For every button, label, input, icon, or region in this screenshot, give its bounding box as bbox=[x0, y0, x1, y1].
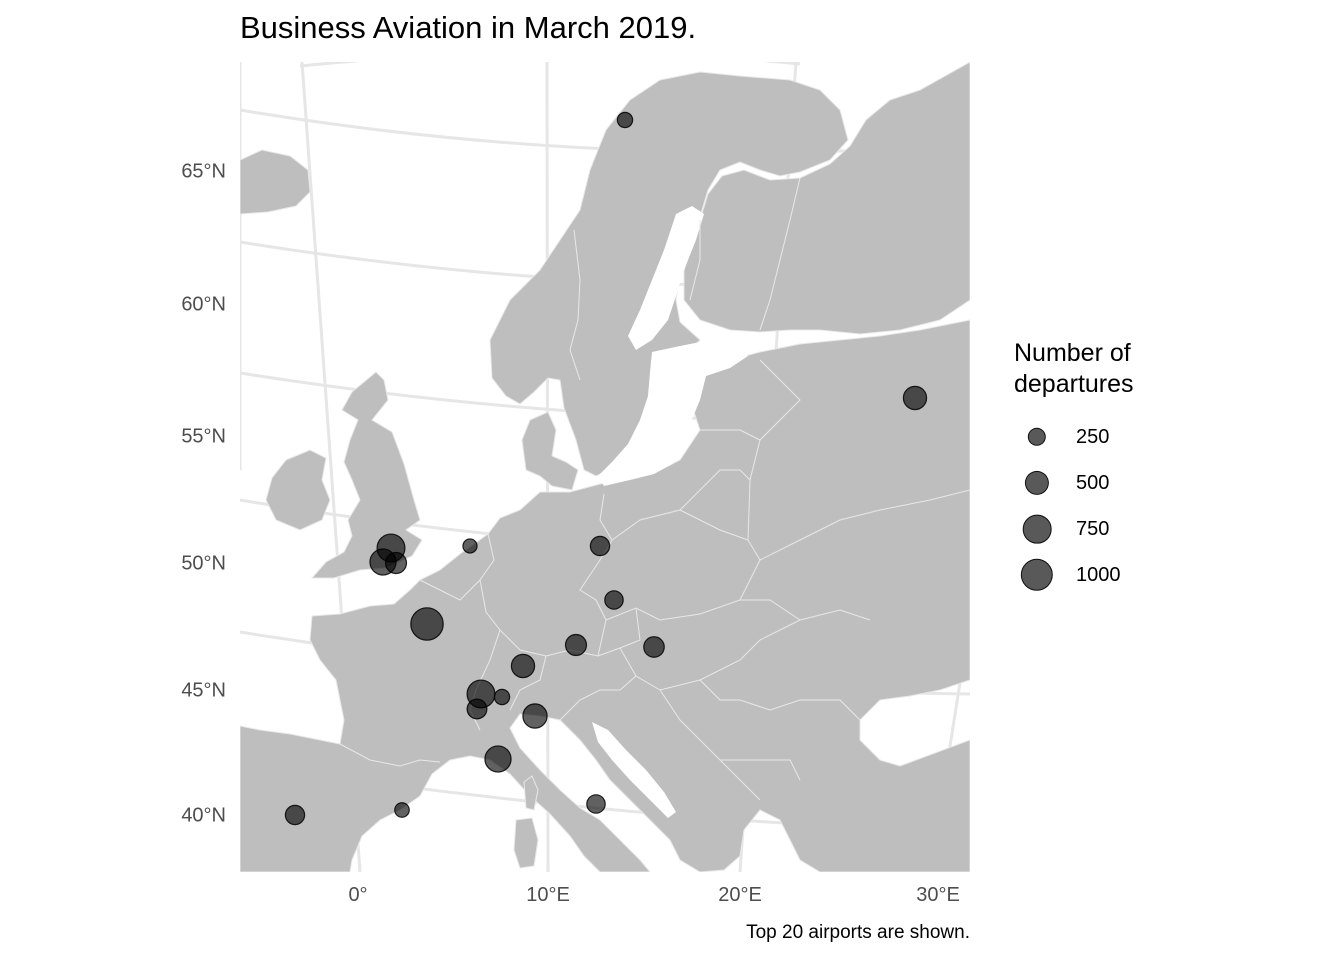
great-britain bbox=[310, 371, 423, 579]
graticule-lat-70 bbox=[299, 62, 801, 68]
lat-label-50: 50°N bbox=[181, 552, 226, 575]
legend-circle bbox=[1024, 470, 1050, 496]
legend-key bbox=[1014, 552, 1060, 598]
airport-point bbox=[384, 551, 408, 575]
lat-label-60: 60°N bbox=[181, 293, 226, 316]
iceland bbox=[240, 149, 311, 215]
airport-point bbox=[510, 653, 536, 679]
finland-russia-north bbox=[683, 62, 970, 335]
sardinia bbox=[513, 817, 539, 869]
adriatic-sea bbox=[592, 722, 676, 818]
lat-label-40: 40°N bbox=[181, 804, 226, 827]
legend-key bbox=[1014, 414, 1060, 460]
airport-point bbox=[564, 633, 588, 657]
airport-point bbox=[466, 698, 488, 720]
denmark bbox=[521, 411, 579, 491]
legend-label: 500 bbox=[1076, 471, 1110, 494]
legend-circle bbox=[1020, 558, 1054, 592]
lon-label-0: 0° bbox=[348, 884, 368, 906]
legend-item: 250 bbox=[1014, 414, 1134, 460]
legend-circle bbox=[1022, 514, 1052, 544]
legend-title-line2: departures bbox=[1014, 370, 1134, 398]
legend-key bbox=[1014, 506, 1060, 552]
airport-point bbox=[394, 802, 410, 818]
airport-point bbox=[586, 794, 606, 814]
borders bbox=[339, 177, 970, 801]
corsica bbox=[523, 775, 539, 811]
lon-label-30e: 30°E bbox=[916, 884, 960, 906]
airport-point bbox=[484, 745, 512, 773]
legend-title: Number of departures bbox=[1014, 338, 1134, 400]
legend-label: 250 bbox=[1076, 425, 1110, 448]
airport-point bbox=[522, 703, 548, 729]
legend-title-line1: Number of bbox=[1014, 339, 1131, 367]
airport-point bbox=[604, 590, 624, 610]
caption: Top 20 airports are shown. bbox=[746, 922, 970, 943]
ireland bbox=[265, 449, 331, 531]
lat-label-55: 55°N bbox=[181, 425, 226, 448]
lon-label-10e: 10°E bbox=[526, 884, 570, 906]
lat-label-45: 45°N bbox=[181, 679, 226, 702]
airport-point bbox=[589, 535, 611, 557]
airport-point bbox=[284, 804, 306, 826]
legend-circle bbox=[1027, 427, 1047, 447]
legend-items: 250 500 750 1000 bbox=[1014, 414, 1134, 598]
airport-point bbox=[410, 607, 444, 641]
airport-point bbox=[643, 636, 665, 658]
legend-label: 1000 bbox=[1076, 563, 1121, 586]
legend-key bbox=[1014, 460, 1060, 506]
legend-item: 500 bbox=[1014, 460, 1134, 506]
size-legend: Number of departures 250 500 750 1000 bbox=[1014, 338, 1134, 598]
airport-point bbox=[462, 538, 478, 554]
water bbox=[592, 206, 748, 818]
airport-point bbox=[616, 111, 634, 129]
gulf-of-bothnia bbox=[628, 206, 704, 350]
airport-point bbox=[493, 688, 511, 706]
baltic-sea bbox=[598, 342, 748, 486]
lon-label-20e: 20°E bbox=[718, 884, 762, 906]
legend-item: 1000 bbox=[1014, 552, 1134, 598]
airport-point bbox=[902, 385, 928, 411]
airport-points bbox=[284, 111, 928, 826]
plot-title: Business Aviation in March 2019. bbox=[240, 10, 697, 45]
lat-label-65: 65°N bbox=[181, 160, 226, 183]
legend-item: 750 bbox=[1014, 506, 1134, 552]
legend-label: 750 bbox=[1076, 517, 1110, 540]
